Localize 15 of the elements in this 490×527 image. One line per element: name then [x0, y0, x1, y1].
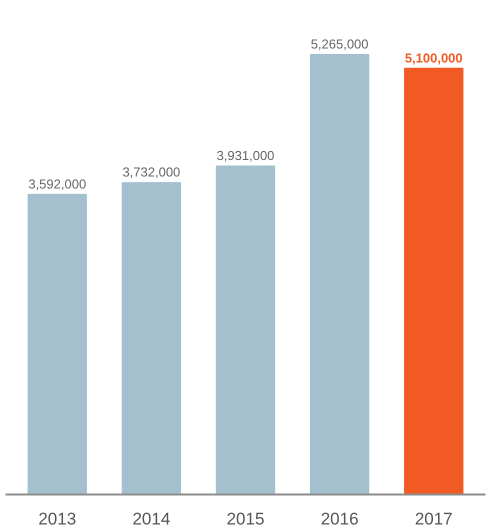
bar — [28, 194, 87, 494]
data-label: 5,265,000 — [310, 36, 369, 52]
data-label: 3,931,000 — [216, 148, 274, 163]
bar — [310, 54, 370, 494]
bar — [404, 68, 464, 494]
data-label: 5,100,000 — [404, 50, 463, 66]
x-tick-label: 2014 — [132, 510, 170, 527]
bar — [122, 182, 182, 494]
bar — [216, 165, 276, 494]
data-label: 3,592,000 — [28, 176, 86, 192]
data-label: 3,732,000 — [122, 164, 180, 180]
x-tick-label: 2017 — [414, 510, 453, 527]
x-tick-label: 2015 — [226, 510, 264, 527]
x-tick-label: 2013 — [38, 510, 76, 527]
x-tick-label: 2016 — [320, 510, 359, 527]
